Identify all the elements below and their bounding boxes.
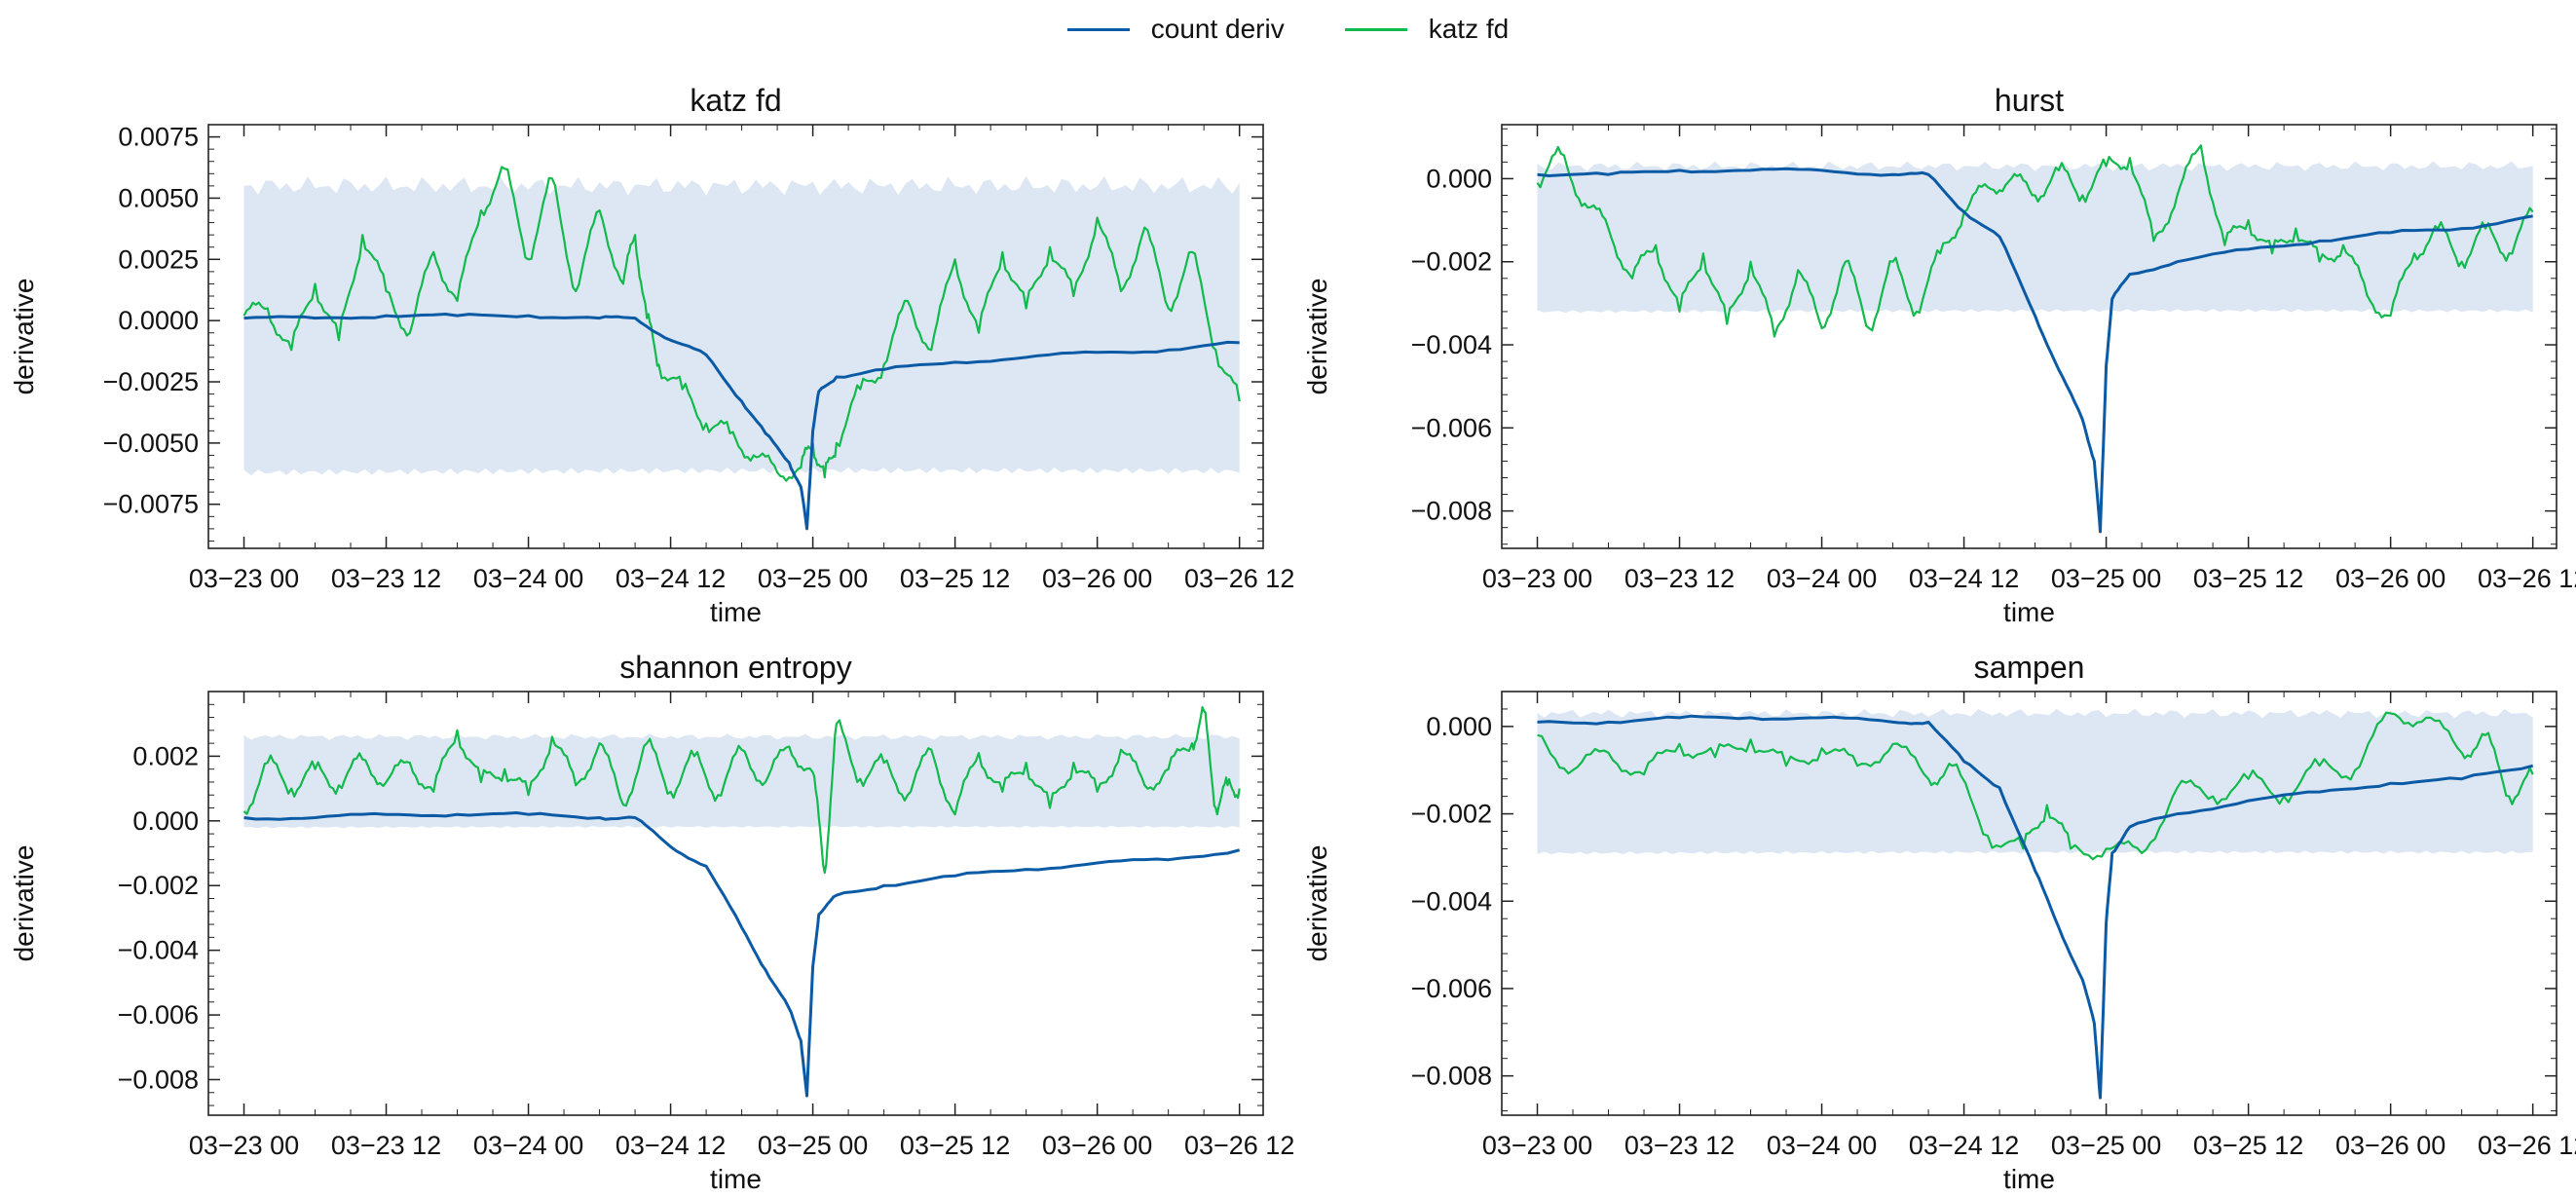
x-tick-label: 03−25 00: [758, 1131, 868, 1160]
x-tick-label: 03−23 00: [189, 564, 299, 593]
legend-entry-katz-fd: katz fd: [1344, 14, 1510, 45]
x-axis-label: time: [2003, 1164, 2055, 1194]
x-tick-label: 03−26 12: [2478, 1131, 2576, 1160]
chart-panel-hurst: 03−23 00 03−23 12 03−24 00 03−24 12 03−25 00…: [1302, 83, 2576, 627]
x-tick-label: 03−23 12: [1624, 564, 1735, 593]
y-tick-label: −0.006: [118, 1000, 199, 1030]
x-tick-label: 03−24 00: [1767, 1131, 1877, 1160]
x-tick-label: 03−26 00: [2335, 1131, 2445, 1160]
x-axis-label: time: [710, 597, 762, 627]
x-tick-label: 03−24 12: [616, 1131, 726, 1160]
x-tick-label: 03−25 00: [2051, 564, 2161, 593]
y-tick-label: 0.0075: [118, 123, 199, 152]
series-line-katz-fd: [1537, 711, 2534, 861]
x-tick-label: 03−24 12: [1909, 1131, 2019, 1160]
y-tick-label: 0.000: [1426, 712, 1492, 741]
x-tick-label: 03−23 00: [1482, 564, 1592, 593]
legend: count deriv katz fd: [0, 14, 2576, 45]
x-tick-label: 03−24 12: [1909, 564, 2019, 593]
y-tick-label: 0.000: [1426, 164, 1492, 193]
x-tick-label: 03−26 12: [2478, 564, 2576, 593]
chart-title: sampen: [1974, 650, 2085, 685]
y-tick-label: −0.0075: [103, 490, 199, 519]
x-tick-label: 03−23 00: [1482, 1131, 1592, 1160]
x-axis-label: time: [710, 1164, 762, 1194]
y-tick-label: −0.008: [118, 1065, 199, 1094]
confidence-band: [243, 175, 1240, 476]
x-tick-label: 03−25 12: [900, 1131, 1010, 1160]
confidence-band: [1537, 708, 2533, 855]
y-axis-label: derivative: [9, 845, 39, 962]
series-line-count-deriv: [243, 811, 1241, 1098]
x-tick-label: 03−23 12: [331, 564, 441, 593]
y-tick-label: −0.004: [118, 936, 199, 965]
y-tick-label: −0.002: [1411, 800, 1492, 829]
legend-entry-count-deriv: count deriv: [1066, 14, 1285, 45]
chart-title: hurst: [1995, 83, 2064, 118]
series-line-count-deriv: [1537, 714, 2534, 1100]
y-tick-label: −0.0025: [103, 367, 199, 396]
legend-swatch-katz-fd: [1344, 27, 1407, 31]
series-line-katz-fd: [243, 166, 1241, 482]
series-line-count-deriv: [243, 313, 1240, 531]
y-tick-label: −0.004: [1411, 886, 1492, 916]
y-tick-label: −0.008: [1411, 497, 1492, 526]
x-tick-label: 03−25 12: [2193, 1131, 2303, 1160]
chart-panel-katz-fd: 03−23 00 03−23 12 03−24 00 03−24 12 03−25 00…: [9, 83, 1294, 627]
series-line-katz-fd: [1536, 144, 2534, 338]
axes-frame: [207, 691, 1264, 1116]
y-tick-label: 0.0050: [118, 183, 199, 212]
y-axis-label: derivative: [1302, 279, 1332, 395]
x-tick-label: 03−23 12: [331, 1131, 441, 1160]
axes-frame: [1501, 691, 2557, 1116]
chart-panel-sampen: 03−23 00 03−23 12 03−24 00 03−24 12 03−25 00…: [1302, 650, 2576, 1194]
legend-label-count-deriv: count deriv: [1150, 14, 1285, 44]
y-tick-label: 0.000: [132, 806, 199, 836]
legend-label-katz-fd: katz fd: [1428, 14, 1510, 44]
x-tick-label: 03−25 12: [900, 564, 1010, 593]
x-tick-label: 03−24 00: [473, 1131, 583, 1160]
x-axis-label: time: [2003, 597, 2055, 627]
y-tick-label: −0.008: [1411, 1062, 1492, 1091]
x-tick-label: 03−24 12: [616, 564, 726, 593]
x-tick-label: 03−26 00: [1042, 564, 1152, 593]
x-tick-label: 03−26 00: [2335, 564, 2445, 593]
x-tick-label: 03−24 00: [1767, 564, 1877, 593]
confidence-band: [243, 733, 1240, 829]
y-tick-label: 0.0025: [118, 244, 199, 274]
y-tick-label: −0.002: [1411, 247, 1492, 277]
y-tick-label: −0.004: [1411, 330, 1492, 359]
x-tick-label: 03−25 00: [2051, 1131, 2161, 1160]
x-tick-label: 03−23 00: [189, 1131, 299, 1160]
chart-panel-shannon-entropy: 03−23 00 03−23 12 03−24 00 03−24 12 03−25 00…: [9, 650, 1294, 1194]
confidence-band: [1537, 161, 2533, 314]
x-tick-label: 03−24 00: [473, 564, 583, 593]
chart-title: shannon entropy: [619, 650, 851, 685]
y-tick-label: −0.0050: [103, 429, 199, 458]
y-axis-label: derivative: [1302, 845, 1332, 962]
y-tick-label: 0.0000: [118, 306, 199, 335]
x-tick-label: 03−26 00: [1042, 1131, 1152, 1160]
chart-title: katz fd: [690, 83, 781, 118]
series-line-katz-fd: [243, 706, 1241, 875]
series-line-count-deriv: [1537, 167, 2533, 534]
y-tick-label: 0.002: [132, 741, 199, 770]
x-tick-label: 03−26 12: [1184, 1131, 1294, 1160]
x-tick-label: 03−26 12: [1184, 564, 1294, 593]
y-axis-label: derivative: [9, 279, 39, 395]
y-tick-label: −0.006: [1411, 974, 1492, 1003]
axes-frame: [1501, 124, 2557, 549]
x-tick-label: 03−25 00: [758, 564, 868, 593]
axes-frame: [207, 124, 1264, 549]
legend-swatch-count-deriv: [1066, 27, 1130, 31]
x-tick-label: 03−25 12: [2193, 564, 2303, 593]
x-tick-label: 03−23 12: [1624, 1131, 1735, 1160]
y-tick-label: −0.002: [118, 871, 199, 900]
y-tick-label: −0.006: [1411, 413, 1492, 442]
